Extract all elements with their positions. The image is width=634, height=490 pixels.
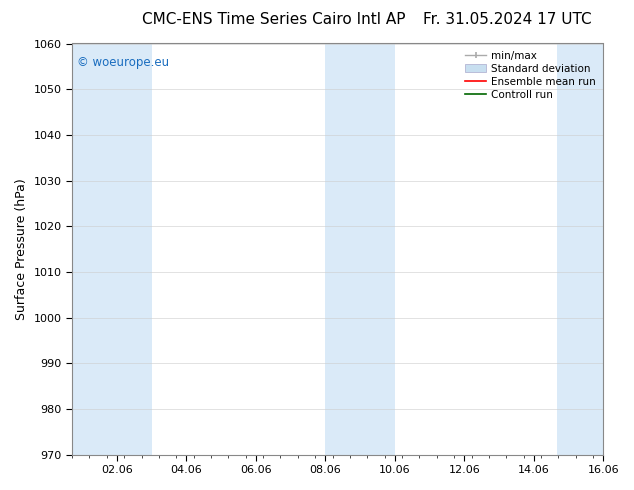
Text: Fr. 31.05.2024 17 UTC: Fr. 31.05.2024 17 UTC bbox=[424, 12, 592, 27]
Legend: min/max, Standard deviation, Ensemble mean run, Controll run: min/max, Standard deviation, Ensemble me… bbox=[461, 47, 600, 104]
Bar bbox=[557, 44, 603, 455]
Text: CMC-ENS Time Series Cairo Intl AP: CMC-ENS Time Series Cairo Intl AP bbox=[142, 12, 406, 27]
Text: © woeurope.eu: © woeurope.eu bbox=[77, 56, 169, 69]
Bar bbox=[72, 44, 152, 455]
Bar bbox=[325, 44, 395, 455]
Y-axis label: Surface Pressure (hPa): Surface Pressure (hPa) bbox=[15, 178, 28, 320]
